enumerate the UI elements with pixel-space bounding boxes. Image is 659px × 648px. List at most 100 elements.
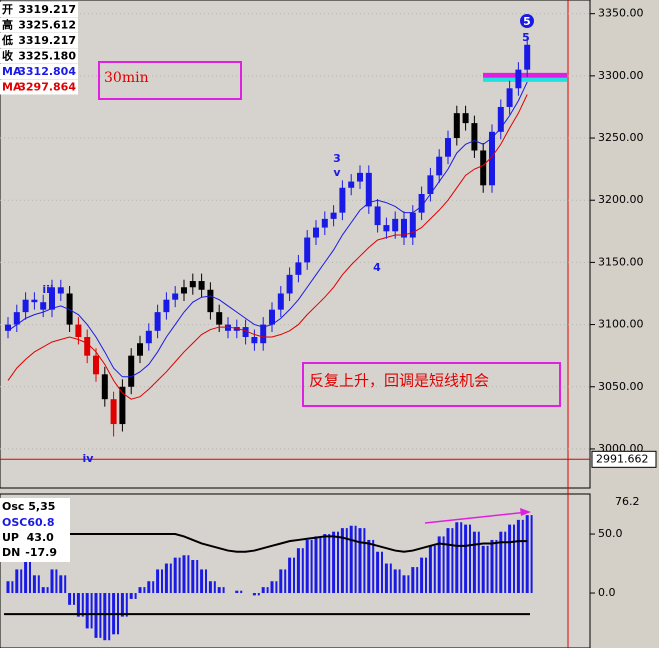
candle-body xyxy=(57,287,64,294)
candle-body xyxy=(13,312,20,325)
candle-body xyxy=(172,293,179,300)
candle-body xyxy=(269,309,275,325)
candle-body xyxy=(66,293,73,325)
candle-body xyxy=(409,212,416,238)
wave-label: v xyxy=(333,166,341,179)
candle-body xyxy=(471,123,478,151)
resistance-band xyxy=(483,72,567,78)
y-tick-label: 3100.00 xyxy=(598,318,644,331)
candle-body xyxy=(233,327,240,331)
info-bg xyxy=(0,48,78,64)
candle-body xyxy=(330,212,337,219)
annotation-box xyxy=(302,362,561,407)
candle-body xyxy=(101,374,108,400)
y-tick-label: 3150.00 xyxy=(598,255,644,268)
candle-body xyxy=(313,227,319,238)
candle-body xyxy=(489,131,495,186)
candle-body xyxy=(365,172,372,207)
info-bg xyxy=(0,17,78,33)
candle-body xyxy=(339,187,346,213)
wave-label: 5 xyxy=(522,31,530,44)
candle-body xyxy=(453,113,460,139)
candle-body xyxy=(49,287,55,310)
info-label: 收 xyxy=(2,49,13,63)
candle-body xyxy=(189,281,196,288)
info-bg xyxy=(0,498,70,562)
info-label: 高 xyxy=(2,18,13,32)
info-bg xyxy=(0,64,78,79)
wave-circle xyxy=(520,14,534,28)
candle-body xyxy=(260,324,267,344)
candle-body xyxy=(128,355,135,387)
candle-body xyxy=(154,312,161,331)
candle-body xyxy=(145,330,152,344)
info-value: 3319.217 xyxy=(18,34,76,47)
candle-body xyxy=(321,218,328,228)
y-tick-label: 3250.00 xyxy=(598,131,644,144)
candle-body xyxy=(515,69,522,89)
candle-body xyxy=(75,324,82,338)
y-tick-label: 0.0 xyxy=(598,586,616,599)
candle-body xyxy=(436,156,443,176)
osc-line xyxy=(8,533,528,553)
candle-body xyxy=(163,299,170,313)
candle-body xyxy=(506,88,513,107)
info-value: 3319.217 xyxy=(18,3,76,16)
candle-body xyxy=(181,287,187,294)
info-bg xyxy=(0,2,78,17)
wave-label: 3 xyxy=(333,152,341,165)
candle-body xyxy=(31,299,38,303)
y-tick-label: 3050.00 xyxy=(598,380,644,393)
info-label: MA xyxy=(2,65,22,78)
osc-info: -17.9 xyxy=(25,546,57,559)
candle-body xyxy=(5,324,11,331)
osc-info: DN xyxy=(2,546,20,559)
info-value: 3297.864 xyxy=(18,81,76,94)
candle-body xyxy=(216,312,223,325)
y-tick-label: 50.0 xyxy=(598,527,623,540)
candle-body xyxy=(225,324,231,331)
osc-info: UP 43.0 xyxy=(2,531,54,544)
candle-body xyxy=(304,237,311,263)
info-label: MA xyxy=(2,81,22,94)
arrow-head xyxy=(520,508,531,516)
candle-body xyxy=(198,281,205,290)
candle-body xyxy=(84,337,91,356)
candle-body xyxy=(392,218,399,232)
wave-label: iv xyxy=(83,452,95,465)
info-value: 3325.612 xyxy=(18,19,76,32)
candle-body xyxy=(418,194,425,213)
candle-body xyxy=(119,386,126,425)
info-bg xyxy=(0,33,78,48)
y-tick-label: 3350.00 xyxy=(598,7,644,20)
info-label: 低 xyxy=(1,33,13,47)
osc-current: 76.2 xyxy=(615,495,640,508)
candle-body xyxy=(137,343,143,356)
candle-body xyxy=(110,399,117,425)
info-value: 3312.804 xyxy=(18,65,76,78)
candle-body xyxy=(357,172,363,182)
info-label: 开 xyxy=(2,3,13,16)
info-bg xyxy=(0,79,78,95)
candle-body xyxy=(445,138,451,157)
candle-body xyxy=(207,289,214,313)
candle-body xyxy=(251,337,258,344)
osc-info: OSC60.8 xyxy=(2,516,55,529)
candle-body xyxy=(401,218,407,238)
candle-body xyxy=(277,293,284,310)
wave-label: 4 xyxy=(373,261,381,274)
candle-body xyxy=(524,44,531,70)
timeframe: 30min xyxy=(104,70,149,86)
candle-body xyxy=(497,106,504,132)
info-value: 3325.180 xyxy=(18,50,76,63)
candle-body xyxy=(242,327,249,338)
resistance-band-low xyxy=(483,77,567,82)
crosshair-box xyxy=(591,450,657,468)
candle-body xyxy=(286,274,293,294)
y-tick-label: 3200.00 xyxy=(598,193,644,206)
wave-label: 5 xyxy=(523,15,531,28)
candle-body xyxy=(93,355,99,375)
candle-body xyxy=(374,206,381,226)
candle-body xyxy=(427,175,434,194)
candle-body xyxy=(383,225,390,232)
